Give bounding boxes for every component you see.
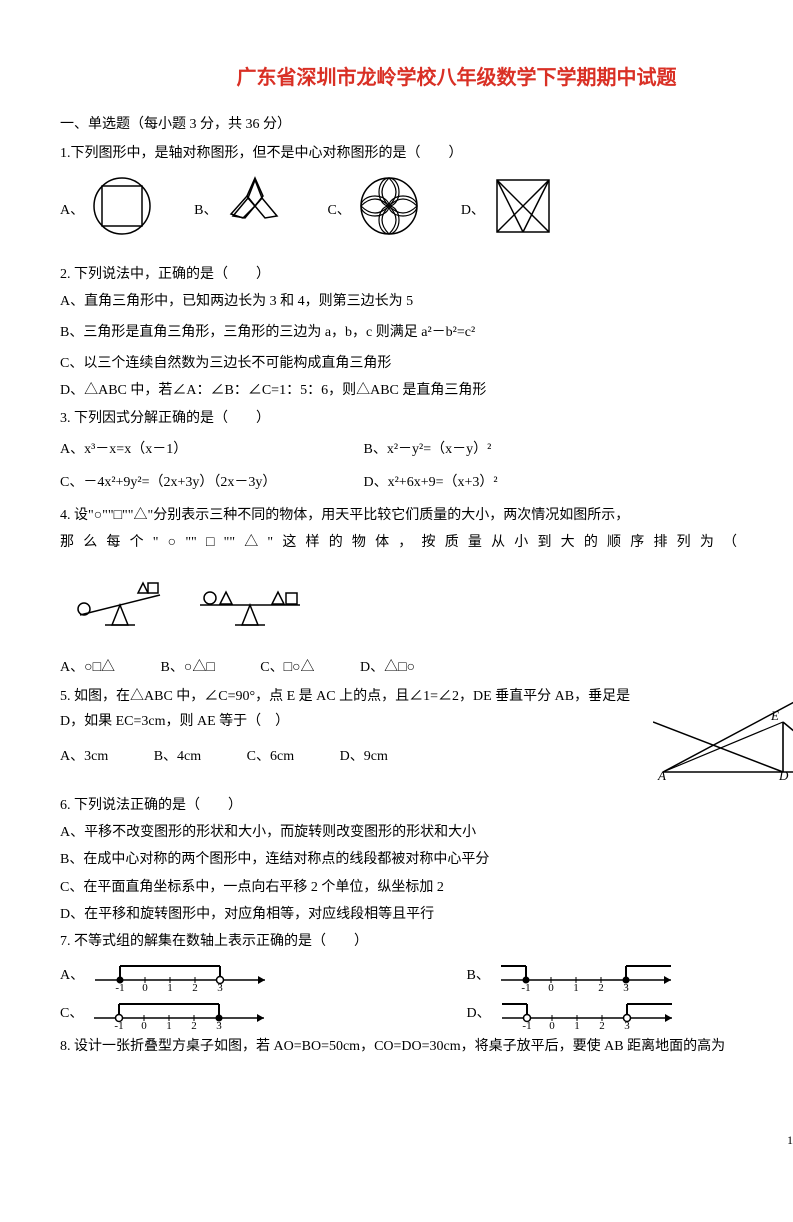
label-E: E xyxy=(770,708,779,723)
q5-options: A、3cm B、4cm C、6cm D、9cm xyxy=(60,744,653,769)
q5-b: B、4cm xyxy=(154,744,201,769)
q7-text: 7. 不等式组的解集在数轴上表示正确的是（ ） xyxy=(60,929,793,954)
svg-text:2: 2 xyxy=(192,982,198,992)
q8-text: 8. 设计一张折叠型方桌子如图，若 AO=BO=50cm，CO=DO=30cm，… xyxy=(60,1034,793,1059)
number-line-d-icon: -10123 xyxy=(497,996,677,1030)
q3-row1: A、x³－x=x（x－1） B、x²－y²=（x－y）² xyxy=(60,437,793,462)
q2-c: C、以三个连续自然数为三边长不可能构成直角三角形 xyxy=(60,351,793,376)
q4-text2: 那么每个"○""□""△"这样的物体，按质量从小到大的顺序排列为（ ） xyxy=(60,530,793,555)
q3-c: C、－4x²+9y²=（2x+3y）（2x－3y） xyxy=(60,470,360,495)
q3-text: 3. 下列因式分解正确的是（ ） xyxy=(60,406,793,431)
q1-option-c: C、 xyxy=(327,174,420,247)
q1-b-label: B、 xyxy=(194,198,217,223)
number-line-b-icon: -10123 xyxy=(496,958,676,992)
svg-text:2: 2 xyxy=(599,1020,605,1030)
q2-a: A、直角三角形中，已知两边长为 3 和 4，则第三边长为 5 xyxy=(60,289,793,314)
q1-options: A、 B、 C、 xyxy=(60,174,793,247)
q6-d: D、在平移和旋转图形中，对应角相等，对应线段相等且平行 xyxy=(60,902,793,927)
q6-a: A、平移不改变图形的形状和大小，而旋转则改变图形的形状和大小 xyxy=(60,820,793,845)
square-x-icon xyxy=(491,174,555,247)
triangle-figure: A B C D E 1 2 xyxy=(653,682,793,791)
svg-text:1: 1 xyxy=(167,1020,173,1030)
q4-b: B、○△□ xyxy=(161,655,215,680)
q7-a-label: A、 xyxy=(60,963,84,988)
label-A: A xyxy=(657,768,666,782)
q1-option-b: B、 xyxy=(194,174,287,247)
q7-c: C、 -10123 xyxy=(60,996,447,1030)
svg-text:0: 0 xyxy=(142,982,148,992)
svg-text:3: 3 xyxy=(217,1020,223,1030)
q2-b: B、三角形是直角三角形，三角形的三边为 a，b，c 则满足 a²－b²=c² xyxy=(60,320,793,345)
svg-text:1: 1 xyxy=(573,982,579,992)
q1-c-label: C、 xyxy=(327,198,350,223)
balance-figure xyxy=(60,565,793,644)
q7-d-label: D、 xyxy=(467,1001,491,1026)
label-D: D xyxy=(778,768,789,782)
svg-text:1: 1 xyxy=(574,1020,580,1030)
four-petal-icon xyxy=(357,174,421,247)
q3-a: A、x³－x=x（x－1） xyxy=(60,437,360,462)
q3-row2: C、－4x²+9y²=（2x+3y）（2x－3y） D、x²+6x+9=（x+3… xyxy=(60,470,793,495)
q4-options: A、○□△ B、○△□ C、□○△ D、△□○ xyxy=(60,655,793,680)
q3-b: B、x²－y²=（x－y）² xyxy=(364,442,492,457)
q7-c-label: C、 xyxy=(60,1001,83,1026)
number-line-c-icon: -10123 xyxy=(89,996,269,1030)
section-heading: 一、单选题（每小题 3 分，共 36 分） xyxy=(60,112,793,137)
q3-d: D、x²+6x+9=（x+3）² xyxy=(364,475,498,490)
q7-b-label: B、 xyxy=(467,963,490,988)
q4-c: C、□○△ xyxy=(260,655,314,680)
q5-d: D、9cm xyxy=(340,744,388,769)
q4-d: D、△□○ xyxy=(360,655,415,680)
q1-d-label: D、 xyxy=(461,198,485,223)
svg-text:0: 0 xyxy=(142,1020,148,1030)
q1-option-a: A、 xyxy=(60,174,154,247)
q1-a-label: A、 xyxy=(60,198,84,223)
q7-options: A、 -10123 B、 -10123 xyxy=(60,958,793,1030)
page-number: 1 xyxy=(787,1130,793,1152)
q2-d: D、△ABC 中，若∠A：∠B：∠C=1：5：6，则△ABC 是直角三角形 xyxy=(60,378,793,403)
svg-text:0: 0 xyxy=(548,982,554,992)
svg-text:2: 2 xyxy=(192,1020,198,1030)
svg-text:1: 1 xyxy=(167,982,173,992)
q5-a: A、3cm xyxy=(60,744,108,769)
circle-square-icon xyxy=(90,174,154,247)
q6-text: 6. 下列说法正确的是（ ） xyxy=(60,793,793,818)
q1-option-d: D、 xyxy=(461,174,555,247)
page-title: 广东省深圳市龙岭学校八年级数学下学期期中试题 xyxy=(60,60,793,96)
svg-text:0: 0 xyxy=(549,1020,555,1030)
q7-a: A、 -10123 xyxy=(60,958,447,992)
svg-text:2: 2 xyxy=(598,982,604,992)
q5-c: C、6cm xyxy=(247,744,294,769)
q2-text: 2. 下列说法中，正确的是（ ） xyxy=(60,262,793,287)
q4-a: A、○□△ xyxy=(60,655,115,680)
svg-text:3: 3 xyxy=(623,982,629,992)
q7-b: B、 -10123 xyxy=(467,958,793,992)
q6-b: B、在成中心对称的两个图形中，连结对称点的线段都被对称中心平分 xyxy=(60,847,793,872)
number-line-a-icon: -10123 xyxy=(90,958,270,992)
q7-d: D、 -10123 xyxy=(467,996,793,1030)
q1-text: 1.下列图形中，是轴对称图形，但不是中心对称图形的是（ ） xyxy=(60,141,793,166)
q5-text: 5. 如图，在△ABC 中，∠C=90°，点 E 是 AC 上的点，且∠1=∠2… xyxy=(60,684,653,734)
q6-c: C、在平面直角坐标系中，一点向右平移 2 个单位，纵坐标加 2 xyxy=(60,875,793,900)
q4-text1: 4. 设"○""□""△"分别表示三种不同的物体，用天平比较它们质量的大小，两次… xyxy=(60,503,793,528)
three-rhombus-icon xyxy=(223,174,287,247)
